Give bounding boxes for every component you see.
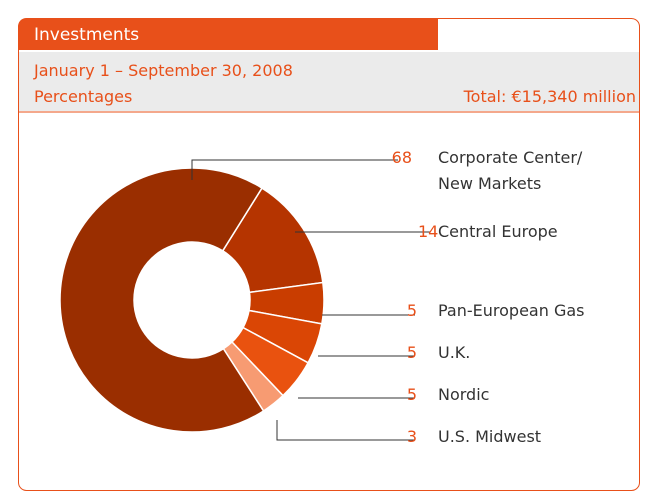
total-label: Total: €15,340 million — [463, 87, 636, 106]
leader-line — [276, 420, 415, 441]
subtitle-band — [19, 52, 639, 111]
category-label: Central Europe — [438, 222, 558, 241]
donut-slice — [59, 167, 265, 433]
value-label: 5 — [406, 301, 417, 320]
subtitle: January 1 – September 30, 2008 — [34, 61, 293, 80]
value-label: 3 — [406, 427, 417, 446]
value-label: 14 — [418, 222, 439, 241]
chart-title: Investments — [34, 25, 140, 45]
value-label: 68 — [391, 148, 412, 167]
value-label: 5 — [406, 343, 417, 362]
header-bar — [18, 18, 438, 50]
leader-line — [191, 159, 398, 180]
category-label: Corporate Center/ New Markets — [438, 148, 583, 193]
unit-label: Percentages — [34, 87, 133, 106]
value-label: 5 — [406, 385, 417, 404]
category-label: Nordic — [438, 385, 490, 404]
category-label: U.K. — [438, 343, 471, 362]
category-label: U.S. Midwest — [438, 427, 542, 446]
category-label: Pan-European Gas — [438, 301, 585, 320]
